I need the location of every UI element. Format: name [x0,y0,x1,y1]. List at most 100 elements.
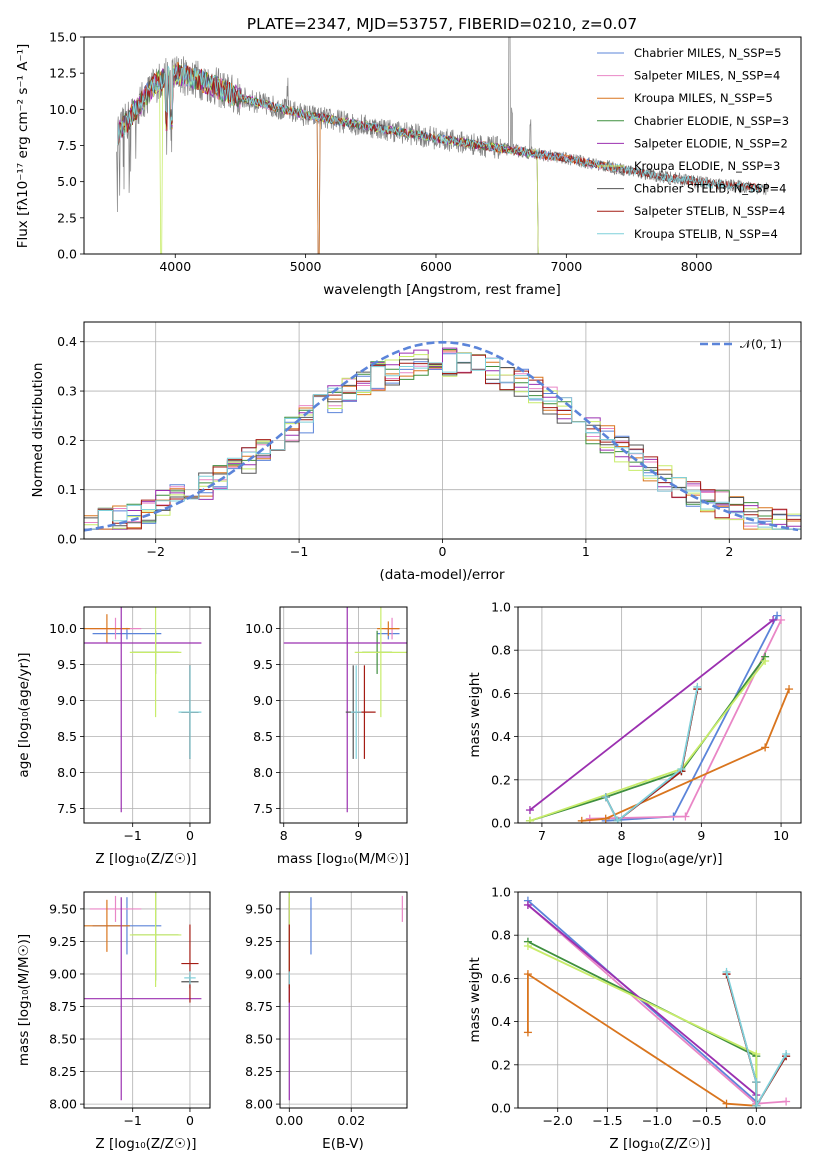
y-tick-label: 10.0 [49,621,77,636]
y-tick-label: 0.2 [57,433,77,448]
y-tick-label: 7.5 [57,801,77,816]
x-axis-label: wavelength [Angstrom, rest frame] [323,282,561,298]
y-axis-label: mass weight [467,672,483,757]
y-tick-label: 0.6 [491,686,511,701]
axes: −2 −1 0 1 2 0.0 0.1 0.2 0.3 0.4 (data-model)/error… [30,321,802,583]
x-axis-label: Z [log₁₀(Z/Z☉)] [95,851,196,867]
y-tick-label: 2.5 [57,210,77,225]
x-tick-label: 7 [538,828,546,843]
x-tick-label: 4000 [159,259,191,274]
spectrum-title: PLATE=2347, MJD=53757, FIBERID=0210, z=0… [247,15,637,33]
y-tick-label: 9.25 [245,934,273,949]
y-tick-label: 0.0 [57,247,77,262]
legend-entry: Salpeter ELODIE, N_SSP=2 [634,136,788,150]
legend-entry: Kroupa STELIB, N_SSP=4 [634,227,778,241]
y-tick-label: 8.0 [253,765,273,780]
plot-area [283,607,407,813]
x-axis-label: Z [log₁₀(Z/Z☉)] [609,1136,710,1152]
x-tick-label: 6000 [420,259,452,274]
y-axis-label: Normed distribution [30,363,46,498]
y-tick-label: 0.1 [57,482,77,497]
y-tick-label: 10.0 [49,102,77,117]
y-tick-label: 0.6 [491,971,511,986]
weight-line-kroupa-stelib [725,971,787,1108]
y-tick-label: 12.5 [49,66,77,81]
spectrum-panel: 4000 5000 6000 7000 8000 0.0 2.5 5.0 7.5 10.0 12.5… [15,30,802,298]
axes-frame [279,606,408,824]
x-tick-label: −2 [146,544,164,559]
normal-distribution-curve [84,340,799,532]
x-tick-label: 9 [697,828,705,843]
x-tick-label: 0 [186,828,194,843]
axes-frame [517,891,802,1109]
axes-frame [83,891,211,1109]
axes-frame [83,321,802,540]
residual-histogram-chabrier-miles [84,353,801,530]
weight-line-kroupa-stelib [604,686,699,823]
y-tick-label: 7.5 [57,138,77,153]
y-tick-label: 0.3 [57,384,77,399]
x-tick-label: −2.0 [543,1113,573,1128]
residual-histogram-kroupa-stelib [84,352,801,530]
x-tick-label: 0 [186,1113,194,1128]
y-tick-label: 0.4 [57,334,77,349]
x-tick-label: 8 [618,828,626,843]
axes: −2.0 −1.5 −1.0 −0.5 0.0 0.0 0.2 0.4 0.6 0.8 1.0 Z [… [467,885,802,1152]
y-tick-label: 8.50 [245,1032,273,1047]
model-spectrum-kroupa-stelib [117,65,762,194]
axes-frame [279,891,408,1109]
y-tick-label: 8.50 [49,1032,77,1047]
y-tick-label: 0.2 [491,772,511,787]
y-tick-label: 8.00 [49,1097,77,1112]
legend-entry: Chabrier ELODIE, N_SSP=3 [634,114,789,128]
age-vs-metallicity-panel: −1 0 7.5 8.0 8.5 9.0 9.5 10.0 Z [log₁₀(Z/Z☉)] age… [16,606,211,867]
y-tick-label: 9.00 [245,966,273,981]
plot-area [116,37,769,254]
x-tick-label: 0 [439,544,447,559]
weight-vs-metallicity-panel: −2.0 −1.5 −1.0 −0.5 0.0 0.0 0.2 0.4 0.6 0.8 1.0 Z [… [467,885,802,1152]
y-tick-label: 9.5 [253,657,273,672]
y-tick-label: 0.0 [57,532,77,547]
x-axis-label: Z [log₁₀(Z/Z☉)] [95,1136,196,1152]
plot-area [84,340,801,532]
axes: −1 0 7.5 8.0 8.5 9.0 9.5 10.0 Z [log₁₀(Z/Z☉)] age… [16,606,211,867]
y-tick-label: 0.8 [491,643,511,658]
x-axis-label: age [log₁₀(age/yr)] [597,851,722,867]
y-tick-label: 8.75 [49,999,77,1014]
plot-area [523,896,791,1108]
y-tick-label: 5.0 [57,174,77,189]
y-tick-label: 15.0 [49,30,77,45]
legend-entry: Salpeter STELIB, N_SSP=4 [634,204,785,218]
x-axis-label: E(B-V) [322,1136,364,1152]
y-axis-label: mass weight [467,957,483,1042]
plot-area [288,892,403,1101]
y-tick-label: 0.2 [491,1057,511,1072]
residuals-panel: −2 −1 0 1 2 0.0 0.1 0.2 0.3 0.4 (data-model)/error… [30,321,802,583]
x-tick-label: 9 [354,828,362,843]
axes-frame [83,606,211,824]
y-tick-label: 10.0 [245,621,273,636]
y-tick-label: 0.4 [491,729,511,744]
mass-vs-metallicity-panel: −1 0 8.00 8.25 8.50 8.75 9.00 9.25 9.50 Z [log₁₀(… [16,891,211,1152]
axes-frame [517,606,802,824]
weight-line-kroupa-miles [581,688,790,822]
y-tick-label: 1.0 [491,600,511,615]
legend-entry: Chabrier STELIB, N_SSP=4 [634,182,786,196]
y-tick-label: 0.8 [491,928,511,943]
x-tick-label: −1 [290,544,308,559]
y-tick-label: 7.5 [253,801,273,816]
x-tick-label: −1 [123,828,141,843]
y-axis-label: mass [log₁₀(M/M☉)] [16,934,32,1066]
axes: −1 0 8.00 8.25 8.50 8.75 9.00 9.25 9.50 Z [log₁₀(… [16,891,211,1152]
plot-area [84,892,202,1101]
axes: 4000 5000 6000 7000 8000 0.0 2.5 5.0 7.5 10.0 12.5… [15,30,802,298]
axes-frame [83,36,802,255]
x-tick-label: −1.5 [592,1113,622,1128]
y-tick-label: 9.25 [49,934,77,949]
age-vs-mass-panel: 8 9 7.5 8.0 8.5 9.0 9.5 10.0 mass [log₁₀(M/M☉)] [245,606,409,867]
legend-entry: Kroupa MILES, N_SSP=5 [634,91,773,105]
y-tick-label: 9.5 [57,657,77,672]
x-axis-label: mass [log₁₀(M/M☉)] [277,851,409,867]
y-tick-label: 8.5 [253,729,273,744]
